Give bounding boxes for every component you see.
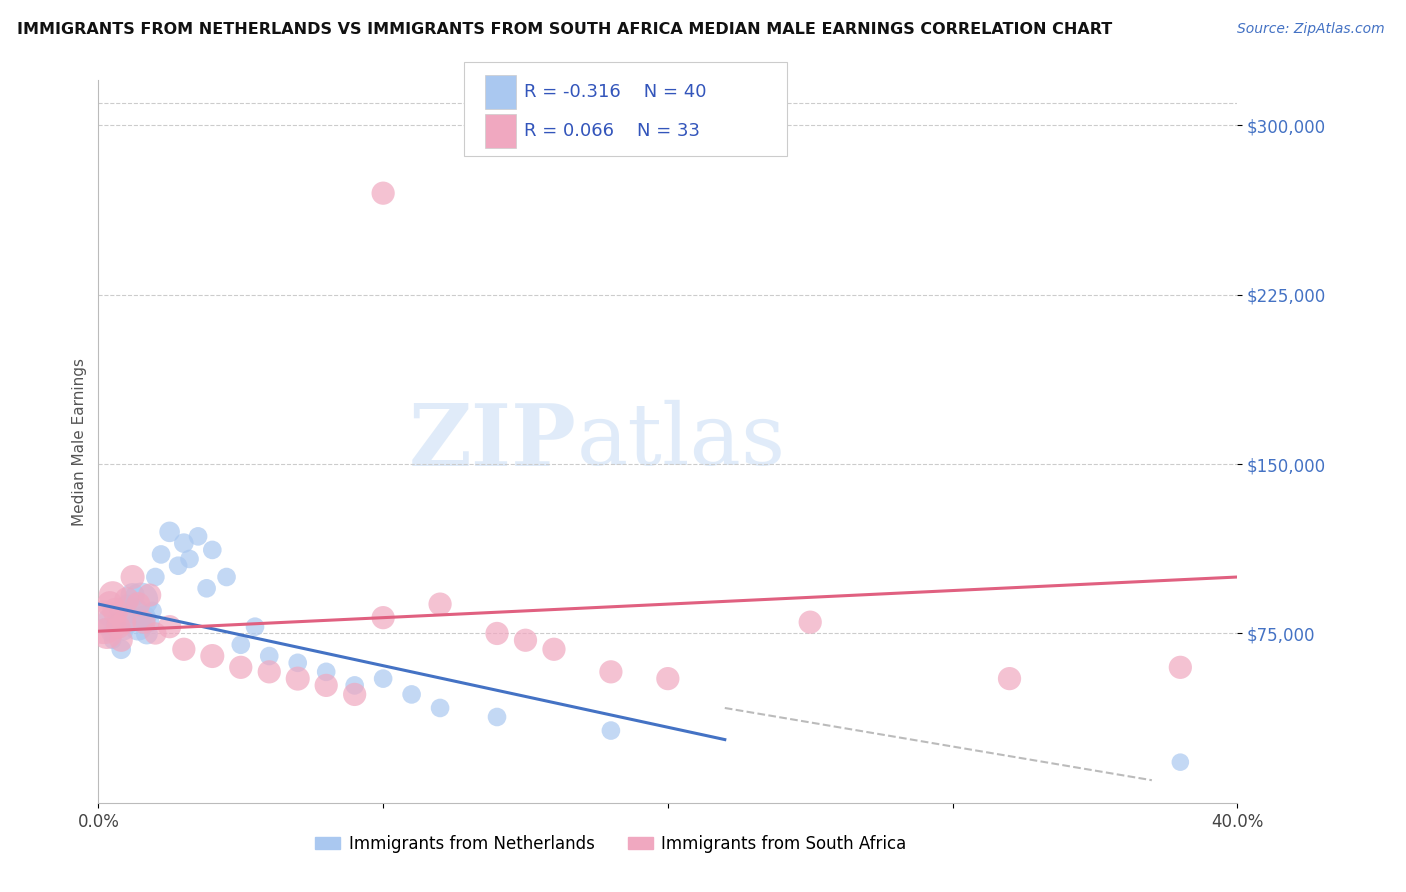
Point: [96, 626, 118, 640]
Point: [138, 588, 160, 602]
Point: [215, 570, 238, 584]
Point: [201, 648, 224, 663]
Point: [1170, 660, 1192, 674]
Point: [343, 678, 366, 692]
Point: [486, 710, 509, 724]
Text: R = -0.316    N = 40: R = -0.316 N = 40: [524, 83, 707, 101]
Point: [107, 620, 129, 634]
Point: [429, 597, 451, 611]
Y-axis label: Median Male Earnings: Median Male Earnings: [72, 358, 87, 525]
Point: [93, 620, 115, 634]
Point: [132, 610, 155, 624]
Point: [515, 633, 537, 648]
Point: [112, 624, 135, 639]
Point: [315, 678, 337, 692]
Point: [127, 597, 149, 611]
Point: [373, 672, 395, 686]
Point: [315, 665, 337, 679]
Legend: Immigrants from Netherlands, Immigrants from South Africa: Immigrants from Netherlands, Immigrants …: [309, 828, 912, 860]
Point: [159, 524, 181, 539]
Point: [141, 604, 163, 618]
Point: [159, 620, 181, 634]
Text: atlas: atlas: [576, 400, 786, 483]
Point: [657, 672, 679, 686]
Point: [167, 558, 190, 573]
Point: [998, 672, 1021, 686]
Point: [173, 642, 195, 657]
Point: [115, 597, 138, 611]
Text: R = 0.066    N = 33: R = 0.066 N = 33: [524, 122, 700, 140]
Point: [98, 597, 121, 611]
Text: IMMIGRANTS FROM NETHERLANDS VS IMMIGRANTS FROM SOUTH AFRICA MEDIAN MALE EARNINGS: IMMIGRANTS FROM NETHERLANDS VS IMMIGRANT…: [17, 22, 1112, 37]
Point: [150, 548, 173, 562]
Point: [229, 638, 252, 652]
Point: [132, 615, 155, 630]
Point: [127, 620, 149, 634]
Point: [229, 660, 252, 674]
Point: [201, 542, 224, 557]
Point: [96, 610, 118, 624]
Point: [121, 570, 143, 584]
Point: [243, 620, 266, 634]
Point: [600, 665, 623, 679]
Point: [259, 665, 281, 679]
Point: [600, 723, 623, 738]
Point: [173, 536, 195, 550]
Point: [187, 529, 209, 543]
Point: [135, 626, 157, 640]
Point: [799, 615, 821, 630]
Point: [107, 604, 129, 618]
Point: [118, 615, 141, 630]
Text: ZIP: ZIP: [409, 400, 576, 483]
Point: [110, 633, 132, 648]
Point: [110, 642, 132, 657]
Point: [124, 604, 146, 618]
Point: [179, 552, 201, 566]
Point: [259, 648, 281, 663]
Point: [104, 615, 127, 630]
Point: [145, 626, 167, 640]
Point: [543, 642, 565, 657]
Point: [112, 615, 135, 630]
Point: [101, 588, 124, 602]
Point: [287, 672, 309, 686]
Point: [429, 701, 451, 715]
Text: Source: ZipAtlas.com: Source: ZipAtlas.com: [1237, 22, 1385, 37]
Point: [104, 604, 127, 618]
Point: [115, 592, 138, 607]
Point: [373, 610, 395, 624]
Point: [98, 626, 121, 640]
Point: [138, 615, 160, 630]
Point: [401, 687, 423, 701]
Point: [373, 186, 395, 201]
Point: [486, 626, 509, 640]
Point: [287, 656, 309, 670]
Point: [121, 588, 143, 602]
Point: [195, 582, 218, 596]
Point: [343, 687, 366, 701]
Point: [129, 592, 152, 607]
Point: [1170, 755, 1192, 769]
Point: [145, 570, 167, 584]
Point: [93, 615, 115, 630]
Point: [101, 633, 124, 648]
